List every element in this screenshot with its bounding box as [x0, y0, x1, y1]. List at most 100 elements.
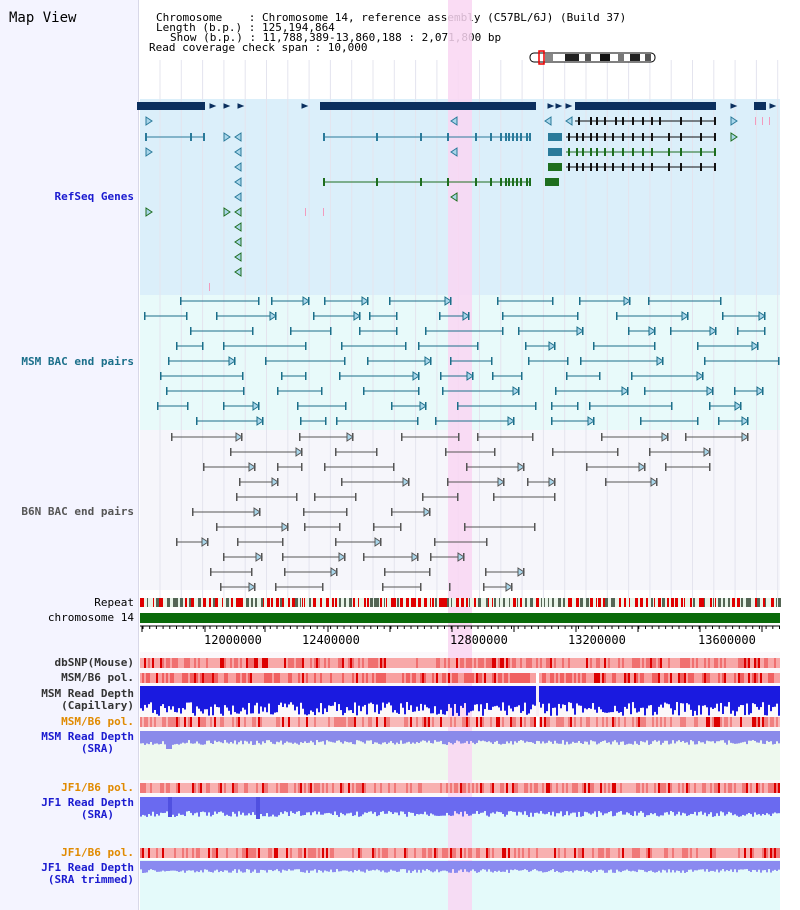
track-label-jf1-trim[interactable]: JF1 Read Depth	[41, 861, 134, 874]
gene-strand-arrow	[223, 132, 231, 142]
track-label-msm-depth-cap[interactable]: MSM Read Depth	[41, 687, 134, 700]
heat-cell	[700, 783, 702, 793]
heat-cell	[378, 783, 380, 793]
heat-cell	[174, 673, 176, 683]
depth-bar	[592, 797, 594, 814]
heat-cell	[176, 658, 178, 668]
depth-bar	[654, 797, 656, 814]
heat-cell	[616, 673, 618, 683]
repeat-element	[488, 598, 489, 607]
depth-bar	[744, 797, 746, 816]
depth-bar	[668, 797, 670, 815]
track-label-msm-pol[interactable]: MSM/B6 pol.	[61, 671, 134, 684]
heat-cell	[658, 783, 660, 793]
heat-cell	[660, 783, 662, 793]
heat-cell	[208, 717, 210, 727]
bac-end	[734, 387, 736, 395]
depth-bar	[546, 861, 548, 872]
track-label-refseq[interactable]: RefSeq Genes	[54, 190, 134, 203]
heat-cell	[766, 717, 768, 727]
heat-cell	[750, 783, 752, 793]
bac-end	[593, 342, 595, 350]
heat-cell	[306, 673, 308, 683]
depth-bar	[362, 686, 364, 707]
depth-bar	[536, 797, 538, 813]
bac-end	[297, 402, 299, 410]
chromosome-bar	[140, 613, 780, 623]
heat-cell	[492, 848, 494, 858]
depth-bar	[774, 797, 776, 813]
depth-bar	[438, 731, 440, 742]
depth-bar	[528, 731, 530, 743]
heat-cell	[212, 673, 214, 683]
track-label-msm-depth-sra[interactable]: MSM Read Depth	[41, 730, 134, 743]
repeat-element	[406, 598, 409, 607]
bac-end	[303, 508, 305, 516]
depth-bar	[468, 861, 470, 873]
gene-strand-arrow	[517, 567, 525, 577]
track-label-msm-pol-2[interactable]: MSM/B6 pol.	[61, 715, 134, 728]
gene-strand-arrow	[295, 447, 303, 457]
bac-end	[417, 417, 419, 425]
heat-cell	[698, 717, 700, 727]
depth-bar	[700, 861, 702, 870]
heat-cell	[290, 783, 292, 793]
depth-bar	[498, 861, 500, 871]
heat-cell	[422, 848, 424, 858]
heat-cell	[230, 717, 232, 727]
depth-bar	[324, 797, 326, 814]
depth-bar	[270, 797, 272, 817]
heat-cell	[712, 717, 714, 727]
heat-cell	[670, 783, 672, 793]
depth-bar	[594, 797, 596, 812]
depth-bar	[410, 861, 412, 873]
bac-end	[477, 342, 479, 350]
heat-cell	[534, 673, 536, 683]
depth-bar	[692, 797, 694, 815]
heat-cell	[630, 673, 632, 683]
depth-bar	[580, 731, 582, 744]
heat-cell	[710, 717, 712, 727]
heat-cell	[770, 673, 772, 683]
repeat-element	[469, 598, 470, 607]
bac-end	[382, 583, 384, 591]
depth-bar	[304, 731, 306, 742]
track-label-jf1-pol[interactable]: JF1/B6 pol.	[61, 781, 134, 794]
depth-bar	[432, 731, 434, 744]
heat-cell	[498, 658, 500, 668]
depth-bar	[398, 797, 400, 816]
track-label-dbsnp[interactable]: dbSNP(Mouse)	[54, 656, 134, 669]
heat-cell	[460, 783, 462, 793]
bac-end	[418, 342, 420, 350]
heat-cell	[204, 848, 206, 858]
depth-bar	[214, 797, 216, 812]
bac-end	[389, 297, 391, 305]
gene-exon	[622, 163, 624, 171]
track-label-b6n-bac[interactable]: B6N BAC end pairs	[21, 505, 134, 518]
heat-cell	[498, 673, 500, 683]
heat-cell	[264, 673, 266, 683]
depth-bar	[748, 731, 750, 741]
heat-cell	[418, 717, 420, 727]
repeat-element	[430, 598, 431, 607]
track-label-jf1-pol-2[interactable]: JF1/B6 pol.	[61, 846, 134, 859]
track-label-msm-bac[interactable]: MSM BAC end pairs	[21, 355, 134, 368]
depth-bar	[692, 686, 694, 716]
track-label-jf1-depth[interactable]: JF1 Read Depth	[41, 796, 134, 809]
heat-cell	[256, 848, 258, 858]
heat-cell	[484, 848, 486, 858]
depth-bar	[718, 686, 720, 712]
heat-cell	[290, 673, 292, 683]
depth-bar	[498, 731, 500, 744]
gene-exon	[505, 133, 507, 141]
heat-cell	[530, 848, 532, 858]
heat-cell	[674, 783, 676, 793]
repeat-element	[241, 598, 243, 607]
depth-bar	[222, 797, 224, 813]
bac-end	[534, 523, 536, 531]
depth-bar	[158, 797, 160, 816]
gene-strand-arrow	[544, 116, 552, 126]
depth-bar	[152, 861, 154, 870]
depth-bar	[216, 686, 218, 708]
